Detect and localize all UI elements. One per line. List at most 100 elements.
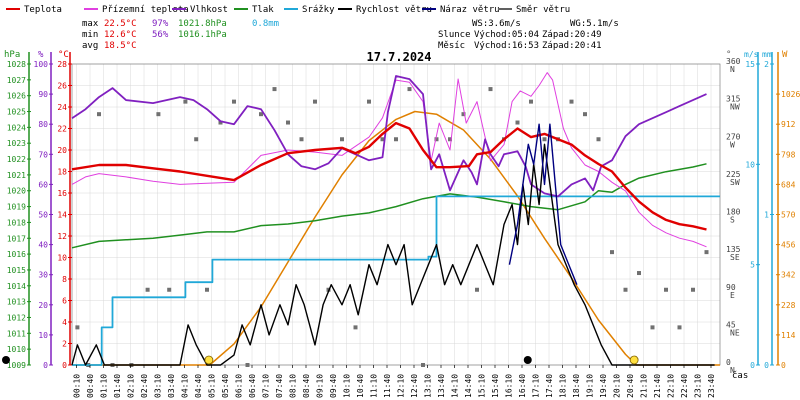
wind-direction-point [407,87,412,92]
legend-entry: Vlhkost [190,5,228,15]
axis-wind-speed-label: 5 [750,261,755,270]
stat-mesic-zapad: Západ:20:41 [542,41,602,51]
wind-direction-point [245,363,250,367]
legend-entry: Rychlost větru [356,5,432,15]
axis-humidity-label: 0 [43,361,48,370]
x-tick-label: 04:40 [194,374,203,398]
axis-direction-compass: N [730,65,735,74]
unit-mm: mm [762,50,772,59]
wind-direction-point [299,137,304,142]
stat-slunce-vychod: Východ:05:04 [474,30,539,40]
wind-direction-point [421,363,425,367]
axis-hpa-label: 1016 [7,250,26,259]
stat-avg-label: avg [82,41,98,51]
legend-entry: Směr větru [516,5,570,15]
axis-direction-compass: W [730,140,735,149]
axis-hpa-label: 1015 [7,266,26,275]
x-tick-label: 09:40 [329,374,338,398]
wind-direction-point [596,137,601,142]
series-temperature [71,121,707,231]
axis-hpa-label: 1026 [7,92,26,101]
axis-wind-speed-label: 15 [745,60,755,69]
x-tick-label: 23:10 [694,374,703,398]
stat-mesic: Měsíc [438,41,465,51]
x-tick-label: 08:10 [289,374,298,398]
x-tick-label: 13:10 [424,374,433,398]
series-wind-gust [508,123,578,285]
x-tick-label: 11:10 [370,374,379,398]
x-tick-label: 09:10 [316,374,325,398]
axis-wind-speed-label: 10 [745,160,755,169]
x-tick-label: 12:10 [397,374,406,398]
moon-marker-left [2,356,10,364]
axis-direction-label: 90 [726,283,736,292]
wind-direction-point [340,137,344,142]
wind-direction-point [313,99,317,104]
axis-direction-label: 180 [726,208,741,217]
unit-hpa: hPa [4,50,20,60]
wind-direction-point [475,287,479,292]
axis-direction-compass: NW [730,103,740,112]
x-tick-label: 21:40 [653,374,662,398]
legend-entry: Přízemní teplota [102,5,189,15]
x-tick-label: 10:40 [356,374,365,398]
unit-w: W [782,50,788,60]
axis-direction-label: 315 [726,95,741,104]
axis-hpa-label: 1010 [7,345,26,354]
axis-rain-label: 1 [764,211,769,220]
axis-humidity-label: 10 [38,331,48,340]
x-tick-label: 14:40 [464,374,473,398]
legend: Teplota Přízemní teplota Vlhkost Tlak Srážky… [6,5,570,15]
wind-direction-point [218,120,223,125]
axis-direction-label: 225 [726,170,741,179]
wind-direction-point [691,287,695,292]
x-tick-label: 18:10 [559,374,568,398]
series-rain [72,195,720,366]
axis-wind-speed-label: 0 [750,361,755,370]
axis-humidity-label: 40 [38,241,48,250]
wind-direction-point [529,99,533,104]
axis-rain-label: 0 [764,361,769,370]
axis-temperature-label: 28 [57,60,67,69]
stat-max-rain: 0.8mm [252,19,279,29]
x-tick-label: 16:10 [505,374,514,398]
axis-hpa-label: 1011 [7,329,26,338]
axis-direction-label: 45 [726,320,736,329]
x-tick-label: 20:40 [626,374,635,398]
stat-min-press: 1016.1hPa [178,30,227,40]
x-tick-label: 04:10 [181,374,190,398]
wind-direction-point [145,287,150,292]
x-tick-label: 01:10 [100,374,109,398]
stat-max-hum: 97% [152,19,169,29]
axis-solar-label: 114 [781,331,796,340]
axis-humidity-label: 50 [38,211,48,220]
axis-direction-compass: N [730,366,735,375]
wind-direction-point [488,87,493,92]
axis-direction-label: 0 [726,358,731,367]
axes: 1009101010111012101310141015101610171018… [7,52,800,375]
axis-humidity-label: 30 [38,271,48,280]
axis-direction-label: 270 [726,132,741,141]
wind-direction-point [610,250,614,255]
legend-entry: Tlak [252,5,274,15]
axis-temperature-label: 26 [57,82,67,91]
axis-rain-label: 2 [764,60,769,69]
wind-direction-point [156,112,161,117]
wind-direction-point [515,120,520,125]
axis-solar-label: 228 [781,301,796,310]
x-tick-label: 15:10 [478,374,487,398]
stats-header: max 22.5°C 97% 1021.8hPa 0.8mm min 12.6°… [82,19,619,51]
axis-solar-label: 684 [781,180,796,189]
series-pressure [71,163,707,249]
moonrise-marker [523,356,532,364]
axis-direction-label: 360 [726,57,741,66]
x-tick-label: 21:10 [640,374,649,398]
wind-direction-point [583,112,587,117]
axis-hpa-label: 1021 [7,171,26,180]
stat-mesic-vychod: Východ:16:53 [474,41,539,51]
axis-solar-label: 342 [781,271,796,280]
wind-direction-point [664,287,668,292]
axis-temperature-label: 20 [57,146,67,155]
wind-direction-point [183,99,188,104]
